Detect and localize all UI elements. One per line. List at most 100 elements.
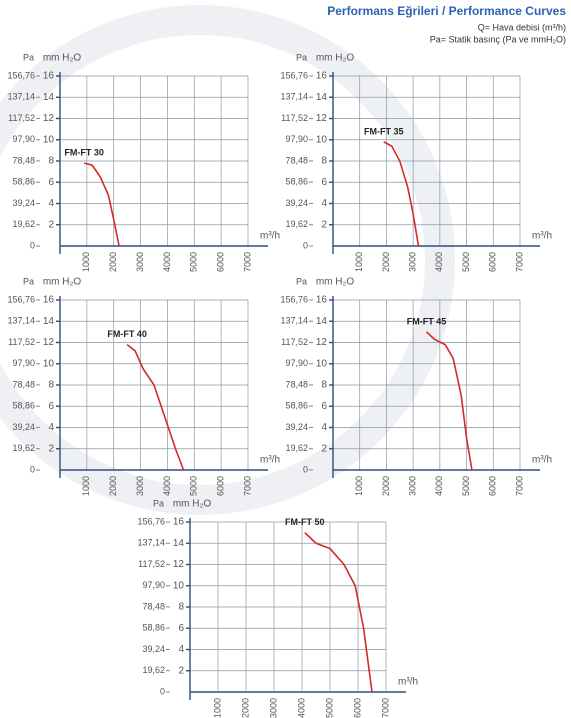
y2-tick-label: 58,86 (285, 401, 308, 411)
y2-tick-label: 156,76 (7, 294, 35, 304)
x-tick-label: 1000 (81, 252, 91, 272)
x-tick-label: 2000 (381, 476, 391, 496)
x-tick-label: 2000 (108, 252, 118, 272)
y-tick-label: 2 (178, 665, 184, 676)
y2-tick-label: 97,90 (12, 134, 35, 144)
y-tick-label: 2 (321, 443, 327, 454)
y2-tick-label: 97,90 (12, 358, 35, 368)
y-tick-label: 6 (178, 623, 184, 634)
y2-tick-label: 137,14 (7, 92, 35, 102)
y-tick-label: 12 (173, 559, 185, 570)
y-tick-label: 8 (321, 156, 327, 167)
x-tick-label: 4000 (434, 252, 444, 272)
y2-tick-label: 0 (160, 686, 165, 696)
y2-tick-label: 0 (303, 464, 308, 474)
y2-tick-label: 78,48 (12, 379, 35, 389)
note: Pa= Statik basınç (Pa ve mmH₂O) (430, 34, 566, 44)
y-tick-label: 10 (43, 358, 55, 369)
x-tick-label: 4000 (162, 476, 172, 496)
x-tick-label: 1000 (354, 252, 364, 272)
x-tick-label: 1000 (212, 698, 222, 718)
y-tick-label: 8 (48, 156, 54, 167)
curve-title: FM-FT 40 (107, 329, 147, 339)
y2-tick-label: 58,86 (142, 623, 165, 633)
y2-tick-label: 19,62 (285, 219, 308, 229)
y2-tick-label: 19,62 (12, 443, 35, 453)
curve-title: FM-FT 35 (364, 126, 404, 136)
performance-curve (304, 532, 373, 693)
x-tick-label: 5000 (189, 252, 199, 272)
y-tick-label: 16 (173, 517, 185, 528)
y-tick-label: 16 (316, 295, 328, 306)
y2-tick-label: 39,24 (12, 198, 35, 208)
y2-tick-label: 117,52 (8, 113, 35, 123)
y-tick-label: 10 (173, 580, 185, 591)
y2-tick-label: 156,76 (280, 70, 308, 80)
y-axis-label: mm H₂O (316, 53, 355, 64)
x-tick-label: 4000 (296, 698, 306, 718)
y-tick-label: 8 (321, 380, 327, 391)
y2-tick-label: 117,52 (8, 337, 35, 347)
y-tick-label: 6 (48, 177, 54, 188)
y-tick-label: 10 (316, 134, 328, 145)
x-tick-label: 6000 (216, 252, 226, 272)
y2-axis-label: Pa (23, 276, 34, 286)
x-tick-label: 6000 (352, 698, 362, 718)
y2-tick-label: 97,90 (285, 358, 308, 368)
y-tick-label: 12 (316, 337, 328, 348)
x-tick-label: 5000 (461, 252, 471, 272)
x-axis-label: m³/h (260, 231, 280, 242)
x-tick-label: 2000 (108, 476, 118, 496)
y-axis-label: mm H₂O (43, 53, 82, 64)
background-fan (0, 5, 455, 515)
y2-tick-label: 78,48 (285, 155, 308, 165)
x-tick-label: 6000 (216, 476, 226, 496)
y-tick-label: 4 (321, 422, 327, 433)
y2-tick-label: 97,90 (285, 134, 308, 144)
y-tick-label: 2 (48, 219, 54, 230)
performance-curve (83, 162, 120, 247)
y-tick-label: 14 (316, 316, 328, 327)
y2-axis-label: Pa (153, 498, 164, 508)
curve-title: FM-FT 50 (285, 517, 325, 527)
performance-curve (126, 343, 185, 471)
y-tick-label: 16 (43, 295, 55, 306)
x-tick-label: 6000 (488, 476, 498, 496)
y2-tick-label: 39,24 (285, 198, 308, 208)
y2-tick-label: 0 (303, 240, 308, 250)
y-tick-label: 12 (43, 113, 55, 124)
x-tick-label: 7000 (380, 698, 390, 718)
y-tick-label: 16 (316, 71, 328, 82)
y2-tick-label: 137,14 (7, 316, 35, 326)
x-tick-label: 5000 (461, 476, 471, 496)
y2-tick-label: 137,14 (280, 316, 308, 326)
y2-tick-label: 0 (30, 464, 35, 474)
y2-tick-label: 78,48 (12, 155, 35, 165)
x-tick-label: 7000 (514, 476, 524, 496)
y2-tick-label: 137,14 (280, 92, 308, 102)
x-tick-label: 1000 (354, 476, 364, 496)
y-tick-label: 6 (321, 401, 327, 412)
y-tick-label: 14 (43, 92, 55, 103)
y-tick-label: 6 (321, 177, 327, 188)
y2-tick-label: 78,48 (285, 379, 308, 389)
y-tick-label: 14 (43, 316, 55, 327)
x-tick-label: 2000 (381, 252, 391, 272)
y-tick-label: 4 (48, 198, 54, 209)
y2-tick-label: 39,24 (285, 422, 308, 432)
y-axis-label: mm H₂O (173, 499, 212, 510)
y2-tick-label: 137,14 (137, 538, 165, 548)
curve-title: FM-FT 30 (64, 148, 104, 158)
y-tick-label: 14 (316, 92, 328, 103)
page-title: Performans Eğrileri / Performance Curves (327, 4, 566, 18)
y-tick-label: 4 (321, 198, 327, 209)
y-tick-label: 12 (43, 337, 55, 348)
y2-tick-label: 156,76 (280, 294, 308, 304)
y2-tick-label: 156,76 (7, 70, 35, 80)
curve-title: FM-FT 45 (407, 316, 447, 326)
y-tick-label: 14 (173, 538, 185, 549)
x-tick-label: 3000 (135, 476, 145, 496)
x-tick-label: 5000 (189, 476, 199, 496)
y-tick-label: 8 (178, 602, 184, 613)
x-axis-label: m³/h (532, 231, 552, 242)
